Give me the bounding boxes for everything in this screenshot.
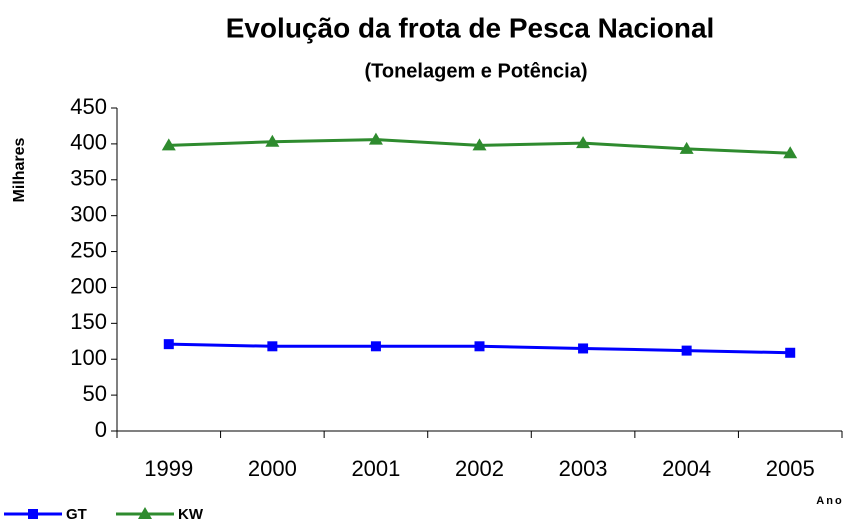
marker xyxy=(28,509,38,519)
x-tick-label: 2000 xyxy=(248,456,297,481)
marker xyxy=(265,134,280,147)
y-axis-label: Milhares xyxy=(11,137,28,202)
marker xyxy=(785,347,796,358)
y-tick-label: 150 xyxy=(70,309,107,334)
x-tick-label: 2003 xyxy=(559,456,608,481)
marker xyxy=(161,138,176,151)
marker xyxy=(679,141,694,154)
legend-label: GT xyxy=(66,506,87,523)
marker xyxy=(267,341,278,352)
y-tick-label: 450 xyxy=(70,94,107,119)
marker xyxy=(368,132,383,145)
x-tick-label: 1999 xyxy=(144,456,193,481)
marker xyxy=(370,341,381,352)
x-tick-label: 2005 xyxy=(766,456,815,481)
y-tick-label: 200 xyxy=(70,273,107,298)
marker xyxy=(474,341,485,352)
marker xyxy=(472,138,487,151)
y-tick-label: 350 xyxy=(70,166,107,191)
y-tick-label: 0 xyxy=(95,417,107,442)
y-tick-label: 400 xyxy=(70,130,107,155)
marker xyxy=(578,343,589,354)
x-tick-label: 2001 xyxy=(351,456,400,481)
chart-title: Evolução da frota de Pesca Nacional xyxy=(226,12,715,43)
marker xyxy=(163,339,174,350)
marker xyxy=(783,146,798,159)
y-tick-label: 250 xyxy=(70,237,107,262)
x-axis-label: Ano xyxy=(816,495,843,507)
marker xyxy=(681,345,692,356)
marker xyxy=(576,136,591,149)
x-tick-label: 2002 xyxy=(455,456,504,481)
marker xyxy=(138,507,152,519)
legend-label: KW xyxy=(178,506,204,523)
chart-subtitle: (Tonelagem e Potência) xyxy=(364,60,587,82)
x-tick-label: 2004 xyxy=(662,456,711,481)
y-tick-label: 100 xyxy=(70,345,107,370)
y-tick-label: 300 xyxy=(70,201,107,226)
y-tick-label: 50 xyxy=(83,381,107,406)
